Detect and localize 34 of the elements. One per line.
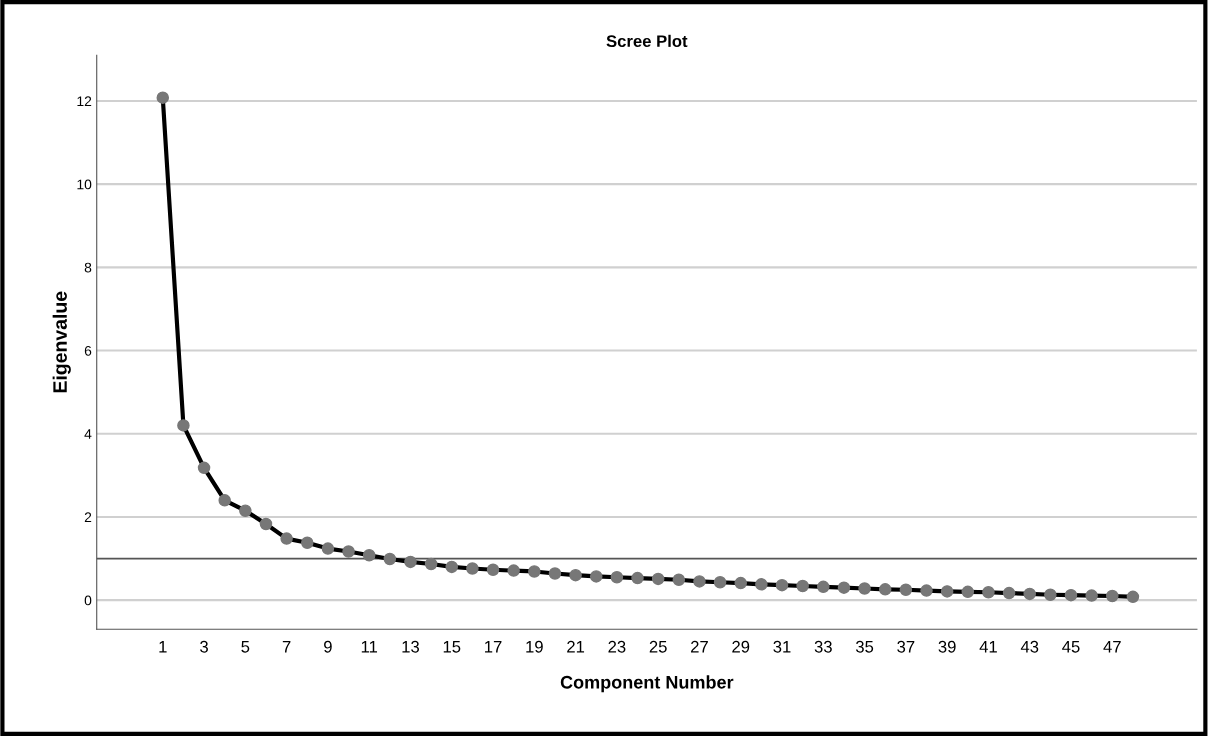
x-axis-title: Component Number (560, 675, 734, 693)
x-tick-label: 41 (979, 641, 997, 653)
y-tick-label: 10 (77, 179, 92, 190)
x-tick-label: 5 (241, 641, 250, 653)
y-tick-label: 8 (84, 262, 92, 273)
y-tick-label: 0 (84, 595, 92, 606)
x-tick-label: 19 (526, 640, 543, 653)
x-tick-label: 29 (732, 640, 750, 653)
x-tick-label: 13 (402, 640, 420, 653)
y-axis-title: Eigenvalue (52, 291, 71, 393)
x-tick-label: 33 (814, 640, 832, 653)
x-tick-label: 37 (897, 640, 915, 653)
x-tick-label: 47 (1103, 641, 1121, 653)
x-tick-label: 15 (443, 641, 461, 653)
x-tick-label: 45 (1062, 641, 1080, 653)
x-tick-label: 23 (608, 640, 626, 653)
x-tick-label: 7 (282, 641, 291, 653)
y-tick-label: 4 (84, 429, 92, 439)
x-tick-label: 39 (938, 640, 956, 653)
y-tick-label: 2 (84, 512, 92, 522)
x-tick-label: 17 (485, 641, 502, 653)
x-tick-label: 35 (855, 640, 874, 653)
y-tick-label: 6 (84, 345, 92, 356)
x-tick-label: 11 (361, 641, 378, 653)
x-tick-label: 21 (567, 640, 585, 653)
x-tick-label: 9 (324, 640, 332, 653)
x-tick-label: 3 (200, 640, 208, 653)
x-tick-label: 27 (691, 640, 708, 653)
x-tick-label: 25 (649, 640, 667, 653)
y-tick-label: 12 (77, 96, 92, 106)
x-tick-label: 1 (159, 641, 167, 653)
x-tick-label: 31 (773, 640, 791, 653)
x-tick-label: 43 (1020, 640, 1039, 653)
chart-title: Scree Plot (606, 34, 688, 48)
